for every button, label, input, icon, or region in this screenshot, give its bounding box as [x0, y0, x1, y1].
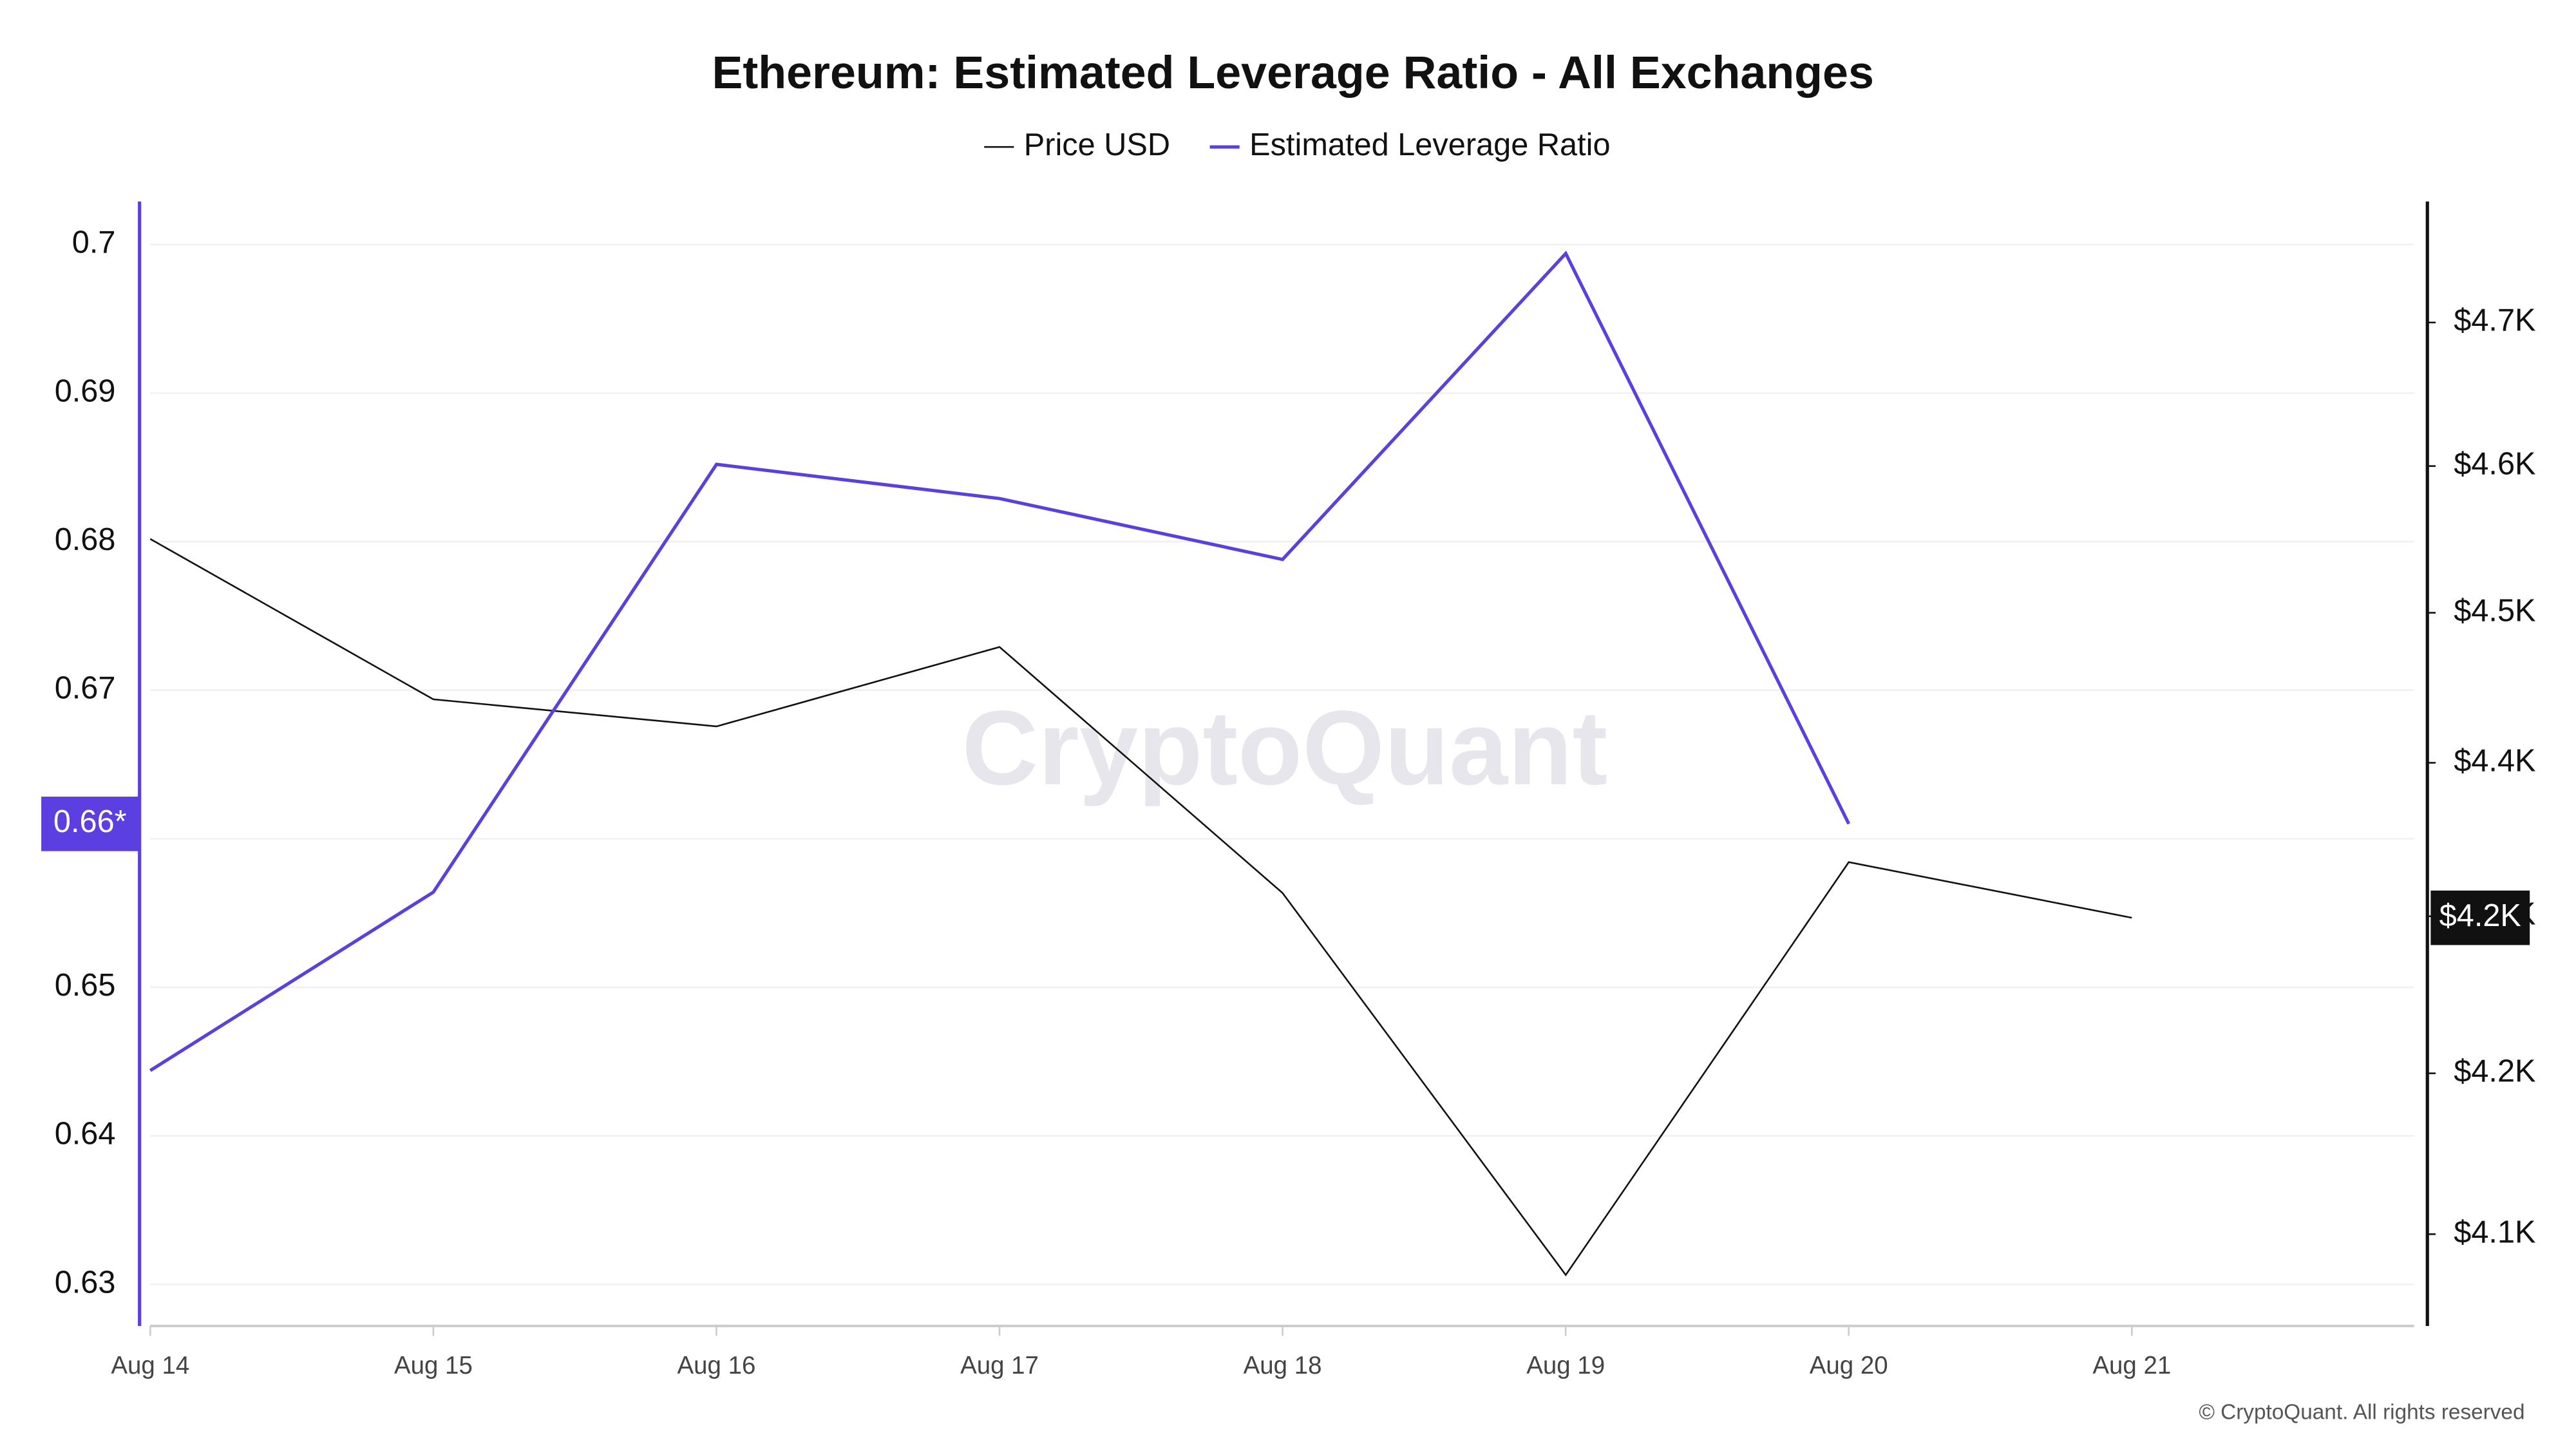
x-tick-label: Aug 17: [960, 1352, 1039, 1379]
y2-tick-label: $4.1K: [2454, 1215, 2535, 1249]
y-tick-label: 0.65: [55, 968, 116, 1003]
y-tick-label: 0.67: [55, 671, 116, 706]
y2-tick-label: $4.6K: [2454, 447, 2535, 482]
y-tick-label: 0.63: [55, 1265, 116, 1300]
x-tick-label: Aug 16: [677, 1352, 756, 1379]
watermark: CryptoQuant: [961, 688, 1607, 807]
x-tick-label: Aug 15: [394, 1352, 473, 1379]
x-tick-label: Aug 20: [1810, 1352, 1888, 1379]
y-tick-label: 0.64: [55, 1117, 116, 1151]
chart-title: Ethereum: Estimated Leverage Ratio - All…: [712, 47, 1873, 99]
y-tick-label: 0.7: [72, 225, 116, 260]
y2-tick-label: $4.4K: [2454, 743, 2535, 778]
y2-tick-label: $4.5K: [2454, 593, 2535, 628]
legend-label: Price USD: [1024, 128, 1170, 162]
legend-label: Estimated Leverage Ratio: [1249, 128, 1610, 162]
last-value-badge: [41, 797, 139, 851]
x-tick-label: Aug 21: [2092, 1352, 2171, 1379]
y2-tick-label: $4.2K: [2454, 1054, 2535, 1089]
y-tick-label: 0.68: [55, 522, 116, 557]
x-tick-label: Aug 18: [1244, 1352, 1322, 1379]
y-tick-label: 0.69: [55, 374, 116, 408]
last-value-label: 0.66*: [53, 804, 127, 839]
series-line: [149, 538, 2132, 1276]
series-line: [149, 251, 1851, 1072]
x-tick-label: Aug 19: [1526, 1352, 1605, 1379]
last-value-label: $4.2K: [2439, 898, 2521, 933]
y2-tick-label: $4.7K: [2454, 303, 2535, 338]
x-tick-label: Aug 14: [111, 1352, 189, 1379]
footer: © CryptoQuant. All rights reserved: [2199, 1401, 2524, 1425]
last-value-badge: [2430, 890, 2530, 945]
